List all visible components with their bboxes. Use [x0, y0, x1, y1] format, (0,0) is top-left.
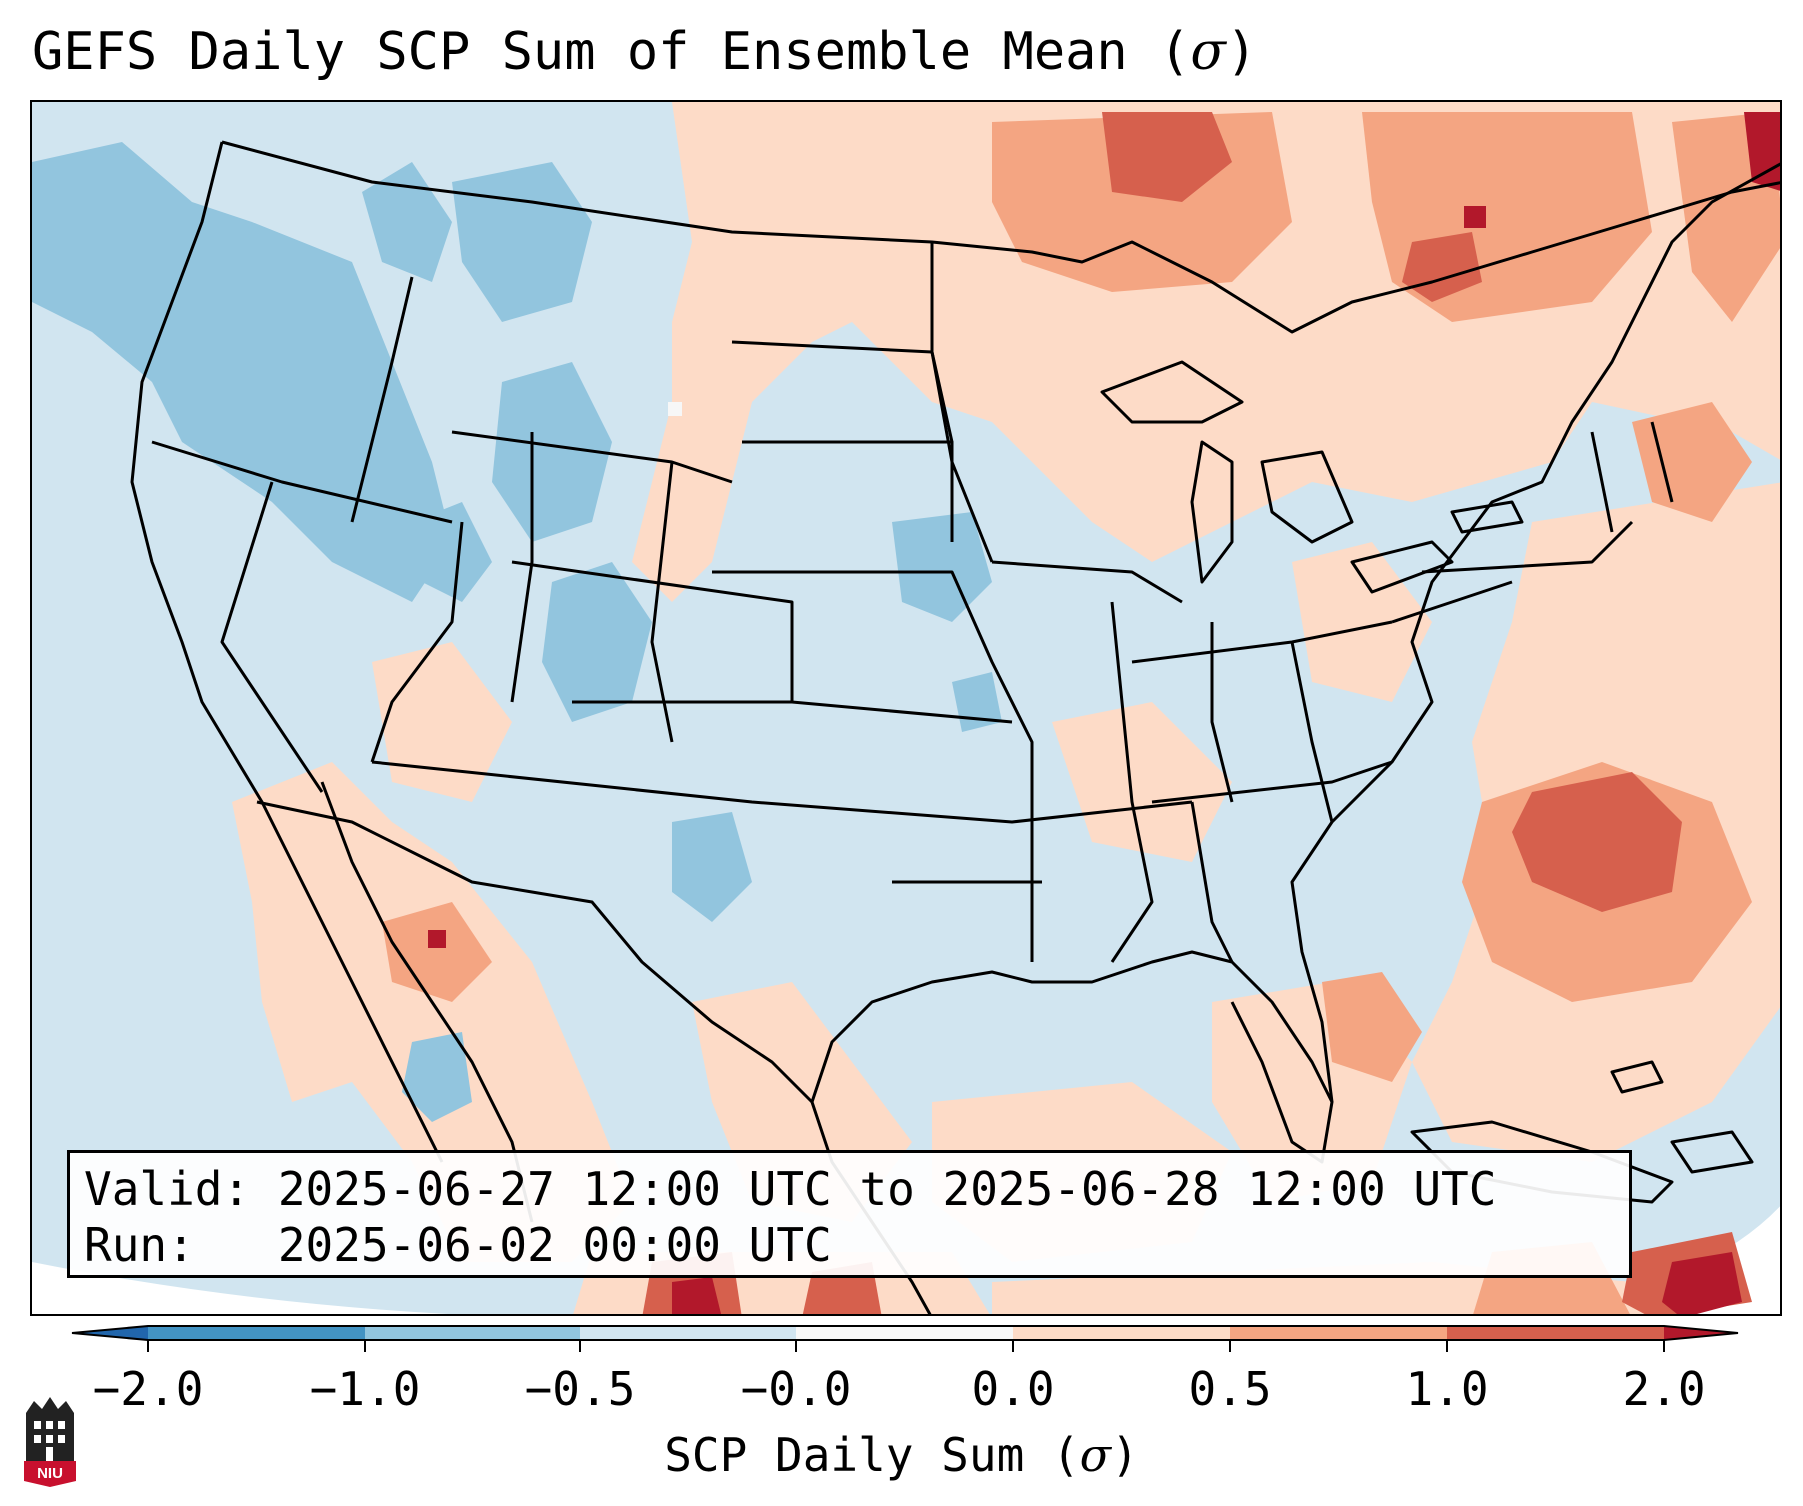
mexico-border [256, 800, 814, 1104]
state-line [930, 242, 994, 563]
lake-superior [1100, 360, 1244, 424]
valid-run-info-box: Valid: 2025-06-27 12:00 UTC to 2025-06-2… [67, 1150, 1632, 1278]
colorbar-segments [71, 1325, 1739, 1341]
state-line [1151, 760, 1393, 804]
state-line [1421, 520, 1634, 574]
colorbar-tick-label: 1.0 [1405, 1362, 1489, 1416]
state-line [991, 560, 1183, 604]
run-line: Run: 2025-06-02 00:00 UTC [84, 1218, 832, 1272]
state-line [151, 440, 453, 524]
colorbar-label: SCP Daily Sum (σ) [0, 1428, 1803, 1482]
colorbar-tick-label: −0.5 [524, 1362, 636, 1416]
state-line [350, 276, 414, 523]
colorbar-segment [796, 1326, 1013, 1340]
state-line [1210, 622, 1234, 803]
colorbar-tick-label: 0.5 [1188, 1362, 1272, 1416]
colorbar [71, 1325, 1739, 1352]
colorbar-extend-low [72, 1326, 148, 1340]
lake-huron [1260, 450, 1354, 544]
colorbar-tick-label: −2.0 [92, 1362, 204, 1416]
state-line [650, 461, 674, 743]
state-line [220, 481, 324, 793]
lake-erie [1350, 540, 1454, 594]
east-coast [1290, 162, 1780, 1103]
title-sigma: σ [1190, 22, 1226, 82]
niu-logo-icon: NIU [24, 1397, 76, 1487]
anomaly-light-blue [32, 142, 1002, 1122]
state-line [1110, 601, 1154, 963]
colorbar-segment [1230, 1326, 1447, 1340]
state-line [742, 440, 954, 542]
state-line [371, 760, 1193, 824]
near-zero-cell [668, 402, 682, 416]
map-svg [32, 102, 1780, 1314]
colorbar-label-close: ) [1111, 1428, 1139, 1482]
map-borders [130, 140, 1780, 1314]
state-line [1650, 421, 1674, 503]
colorbar-label-sigma: σ [1079, 1428, 1112, 1482]
colorbar-segment [148, 1326, 365, 1340]
colorbar-label-text: SCP Daily Sum ( [664, 1428, 1080, 1482]
colorbar-extend-high [1664, 1326, 1738, 1340]
colorbar-segment [580, 1326, 796, 1340]
west-coast [130, 141, 444, 1163]
colorbar-segment [1447, 1326, 1664, 1340]
state-line [1590, 431, 1614, 533]
state-line [572, 700, 1013, 724]
state-line [510, 432, 534, 703]
logo-text: NIU [37, 1465, 63, 1482]
mexico-west [320, 781, 534, 1223]
map-panel [30, 100, 1782, 1316]
colorbar-tick-label: −0.0 [740, 1362, 852, 1416]
colorbar-tick-label: −1.0 [309, 1362, 421, 1416]
lake-ontario [1450, 500, 1524, 534]
anomaly-dark-red [428, 112, 1780, 1314]
title-close: ) [1225, 22, 1258, 82]
state-line [1391, 580, 1513, 624]
title-text: GEFS Daily SCP Sum of Ensemble Mean ( [32, 22, 1191, 82]
state-line [712, 570, 1034, 822]
projection-edge-sw [32, 1262, 449, 1314]
colorbar-segment [1013, 1326, 1230, 1340]
colorbar-ticks [147, 1340, 1665, 1352]
lake-michigan [1190, 440, 1234, 584]
colorbar-tick-label: 0.0 [971, 1362, 1055, 1416]
map-title: GEFS Daily SCP Sum of Ensemble Mean (σ) [32, 22, 1257, 82]
colorbar-segment [365, 1326, 580, 1340]
colorbar-tick-label: 2.0 [1622, 1362, 1706, 1416]
state-line [1190, 801, 1234, 963]
state-line [370, 521, 464, 763]
hispaniola [1670, 1130, 1754, 1174]
valid-line: Valid: 2025-06-27 12:00 UTC to 2025-06-2… [84, 1162, 1497, 1216]
canada-border [221, 140, 1780, 334]
state-line [1290, 641, 1334, 823]
state-line [511, 560, 794, 702]
bahamas [1610, 1060, 1664, 1094]
